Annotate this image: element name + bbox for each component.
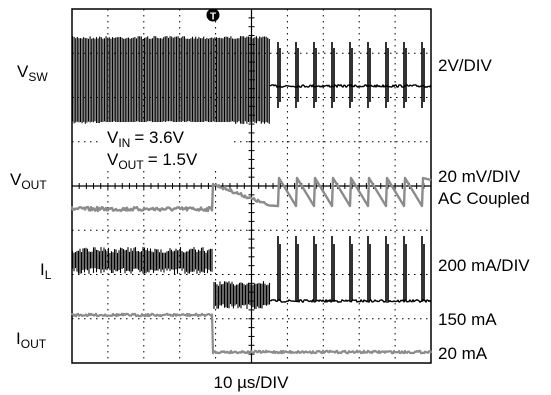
trace-il-switching bbox=[71, 247, 271, 309]
level-label-150ma: 150 mA bbox=[438, 310, 497, 329]
trace-vsw-switching bbox=[71, 36, 270, 124]
channel-label-vsw: VSW bbox=[17, 62, 48, 84]
channel-label-vout: VOUT bbox=[10, 170, 47, 192]
trace-iout bbox=[70, 312, 433, 355]
channel-label-il: IL bbox=[40, 260, 52, 282]
timebase-label: 10 µs/DIV bbox=[214, 373, 290, 392]
trace-vsw-pulses bbox=[277, 42, 425, 108]
trigger-marker: T bbox=[206, 8, 220, 23]
trigger-marker-circle bbox=[206, 8, 220, 22]
level-label-20ma: 20 mA bbox=[438, 344, 488, 363]
conditions-box: VIN = 3.6V VOUT = 1.5V bbox=[100, 122, 232, 172]
trace-vout bbox=[70, 176, 432, 213]
channel-label-iout: IOUT bbox=[16, 329, 47, 351]
scale-label-vsw: 2V/DIV bbox=[438, 56, 493, 75]
condition-vout: VOUT = 1.5V bbox=[107, 150, 198, 172]
trace-il-pulses bbox=[277, 236, 425, 301]
trigger-marker-label: T bbox=[210, 12, 216, 23]
condition-vin: VIN = 3.6V bbox=[107, 128, 185, 150]
scale-label-il: 200 mA/DIV bbox=[438, 256, 530, 275]
coupling-label-vout: AC Coupled bbox=[438, 189, 530, 208]
scale-label-vout: 20 mV/DIV bbox=[438, 167, 521, 186]
traces bbox=[70, 36, 433, 355]
